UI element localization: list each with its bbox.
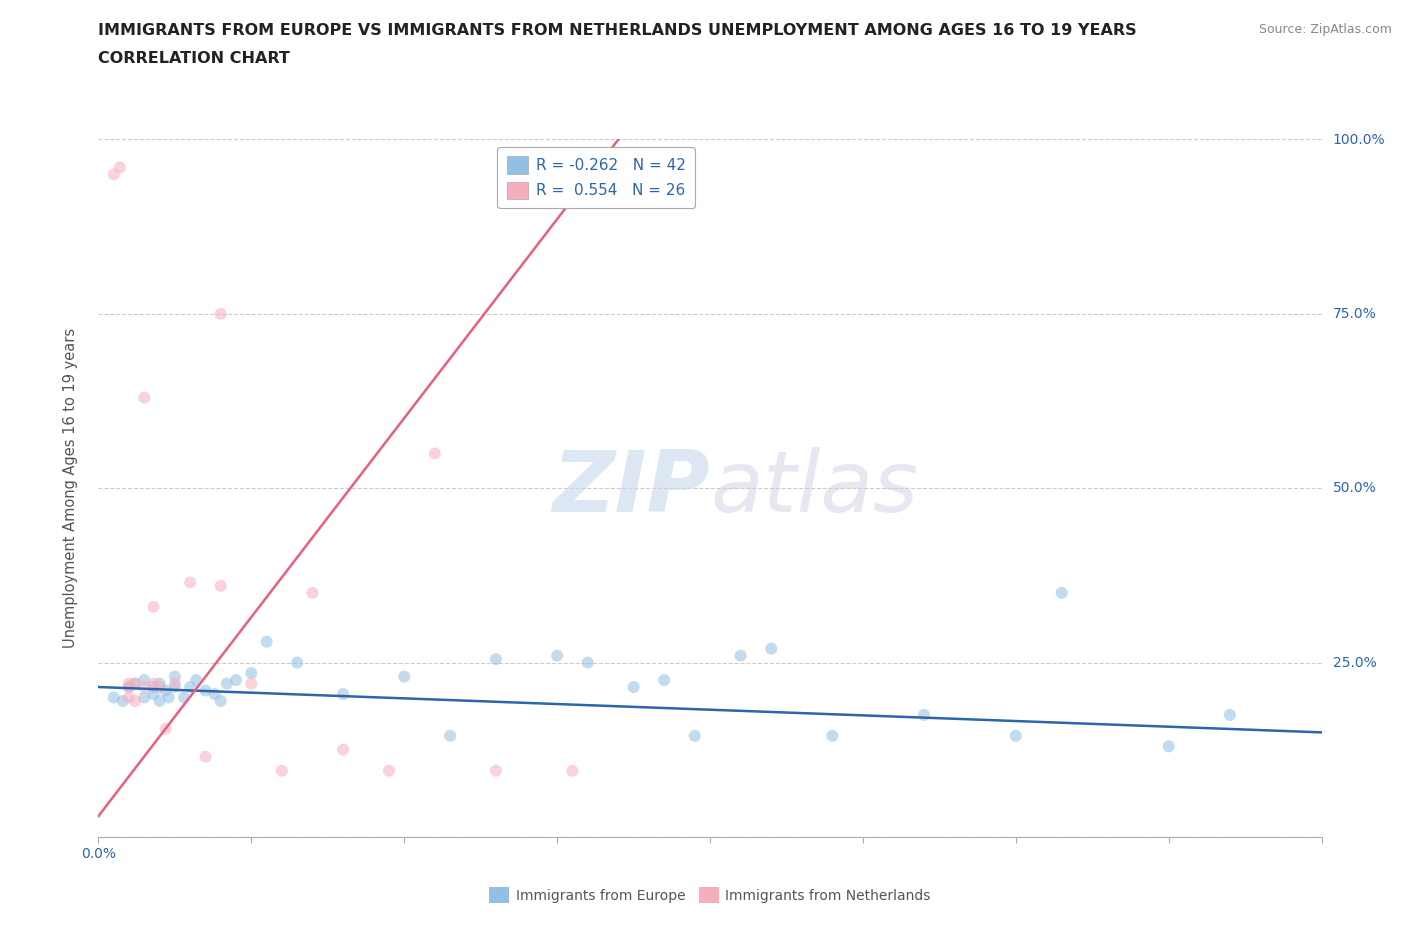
Point xyxy=(623,680,645,695)
Point xyxy=(118,690,141,705)
Point xyxy=(730,648,752,663)
Point xyxy=(759,642,782,657)
Point xyxy=(142,676,165,691)
Point xyxy=(194,750,217,764)
Point xyxy=(179,575,201,590)
Text: Source: ZipAtlas.com: Source: ZipAtlas.com xyxy=(1258,23,1392,36)
Point xyxy=(111,694,134,709)
Point xyxy=(912,708,935,723)
Point xyxy=(142,680,165,695)
Point xyxy=(1050,586,1073,601)
Text: IMMIGRANTS FROM EUROPE VS IMMIGRANTS FROM NETHERLANDS UNEMPLOYMENT AMONG AGES 16: IMMIGRANTS FROM EUROPE VS IMMIGRANTS FRO… xyxy=(98,23,1137,38)
Point xyxy=(163,676,186,691)
Point xyxy=(124,676,146,691)
Text: 50.0%: 50.0% xyxy=(1333,481,1376,496)
Point xyxy=(576,655,599,670)
Point xyxy=(561,764,583,778)
Point xyxy=(392,670,416,684)
Point xyxy=(240,676,263,691)
Point xyxy=(209,307,232,322)
Point xyxy=(149,680,172,695)
Point xyxy=(215,676,238,691)
Point xyxy=(485,652,508,667)
Point xyxy=(149,694,172,709)
Y-axis label: Unemployment Among Ages 16 to 19 years: Unemployment Among Ages 16 to 19 years xyxy=(63,328,77,648)
Point xyxy=(163,670,186,684)
Point xyxy=(103,167,125,182)
Point xyxy=(301,586,323,601)
Point xyxy=(439,728,461,743)
Point xyxy=(546,648,568,663)
Point xyxy=(225,672,247,687)
Point xyxy=(124,676,146,691)
Point xyxy=(155,722,177,737)
Point xyxy=(332,686,354,701)
Point xyxy=(118,676,141,691)
Point xyxy=(155,683,177,698)
Point xyxy=(157,690,180,705)
Point xyxy=(118,680,141,695)
Text: atlas: atlas xyxy=(710,446,918,530)
Point xyxy=(285,655,308,670)
Point xyxy=(821,728,844,743)
Point xyxy=(108,160,131,175)
Text: 25.0%: 25.0% xyxy=(1333,656,1376,670)
Text: 75.0%: 75.0% xyxy=(1333,307,1376,321)
Text: 100.0%: 100.0% xyxy=(1333,132,1385,147)
Point xyxy=(149,676,172,691)
Point xyxy=(423,445,446,460)
Point xyxy=(652,672,675,687)
Point xyxy=(332,742,354,757)
Point xyxy=(270,764,292,778)
Point xyxy=(1157,738,1180,753)
Point xyxy=(142,600,165,615)
Point xyxy=(134,391,156,405)
Point xyxy=(134,672,156,687)
Point xyxy=(256,634,278,649)
Point xyxy=(134,690,156,705)
Text: CORRELATION CHART: CORRELATION CHART xyxy=(98,51,290,66)
Point xyxy=(240,666,263,681)
Point xyxy=(209,578,232,593)
Point xyxy=(179,680,201,695)
Point xyxy=(378,764,401,778)
Point xyxy=(142,686,165,701)
Text: ZIP: ZIP xyxy=(553,446,710,530)
Point xyxy=(163,680,186,695)
Point xyxy=(103,690,125,705)
Point xyxy=(683,728,706,743)
Point xyxy=(194,683,217,698)
Point xyxy=(124,694,146,709)
Point xyxy=(1219,708,1241,723)
Point xyxy=(186,672,208,687)
Point xyxy=(209,694,232,709)
Point xyxy=(134,680,156,695)
Point xyxy=(173,690,195,705)
Point xyxy=(1004,728,1026,743)
Point xyxy=(204,686,226,701)
Legend: Immigrants from Europe, Immigrants from Netherlands: Immigrants from Europe, Immigrants from … xyxy=(482,881,938,910)
Point xyxy=(485,764,508,778)
Point xyxy=(118,680,141,695)
